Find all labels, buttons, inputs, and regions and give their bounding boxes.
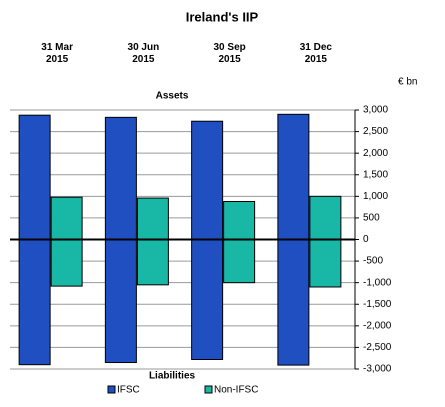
assets-label: Assets [156, 91, 189, 102]
bar [136, 239, 169, 286]
y-tick-label: 1,500 [363, 169, 388, 180]
y-tick-label: 0 [363, 234, 369, 245]
bar [50, 196, 83, 241]
category-label: 31 Mar 2015 [41, 42, 73, 65]
bar [104, 239, 137, 364]
y-tick-label: -1,500 [363, 299, 392, 310]
bar [223, 201, 256, 241]
y-tick-label: 500 [363, 213, 380, 224]
bar [277, 239, 310, 366]
category-label: 30 Jun 2015 [127, 42, 160, 65]
y-tick-label: 3,000 [363, 105, 388, 116]
bar [191, 239, 224, 361]
legend-label: IFSC [117, 385, 140, 396]
y-tick-label: -1,000 [363, 277, 392, 288]
bar [223, 239, 256, 284]
bar [309, 195, 342, 240]
category-label: 30 Sep 2015 [213, 42, 246, 65]
y-tick-label: -3,000 [363, 364, 392, 375]
y-tick-label: -2,500 [363, 342, 392, 353]
bar [104, 116, 137, 240]
chart-title: Ireland's IIP [186, 9, 259, 24]
bar [18, 114, 51, 240]
bar [50, 239, 83, 287]
unit-label: € bn [398, 77, 417, 88]
y-tick-label: -500 [363, 256, 383, 267]
y-tick-label: -2,000 [363, 320, 392, 331]
legend-swatch [107, 385, 116, 394]
y-tick-label: 1,000 [363, 191, 388, 202]
bar [18, 239, 51, 366]
bar [277, 113, 310, 240]
legend-swatch [204, 385, 213, 394]
y-tick-label: 2,500 [363, 126, 388, 137]
category-label: 31 Dec 2015 [299, 42, 332, 65]
bar [309, 239, 342, 288]
liabilities-label: Liabilities [149, 371, 196, 382]
bar [191, 120, 224, 240]
y-tick-label: 2,000 [363, 148, 388, 159]
legend-label: Non-IFSC [214, 385, 258, 396]
bar [136, 197, 169, 240]
